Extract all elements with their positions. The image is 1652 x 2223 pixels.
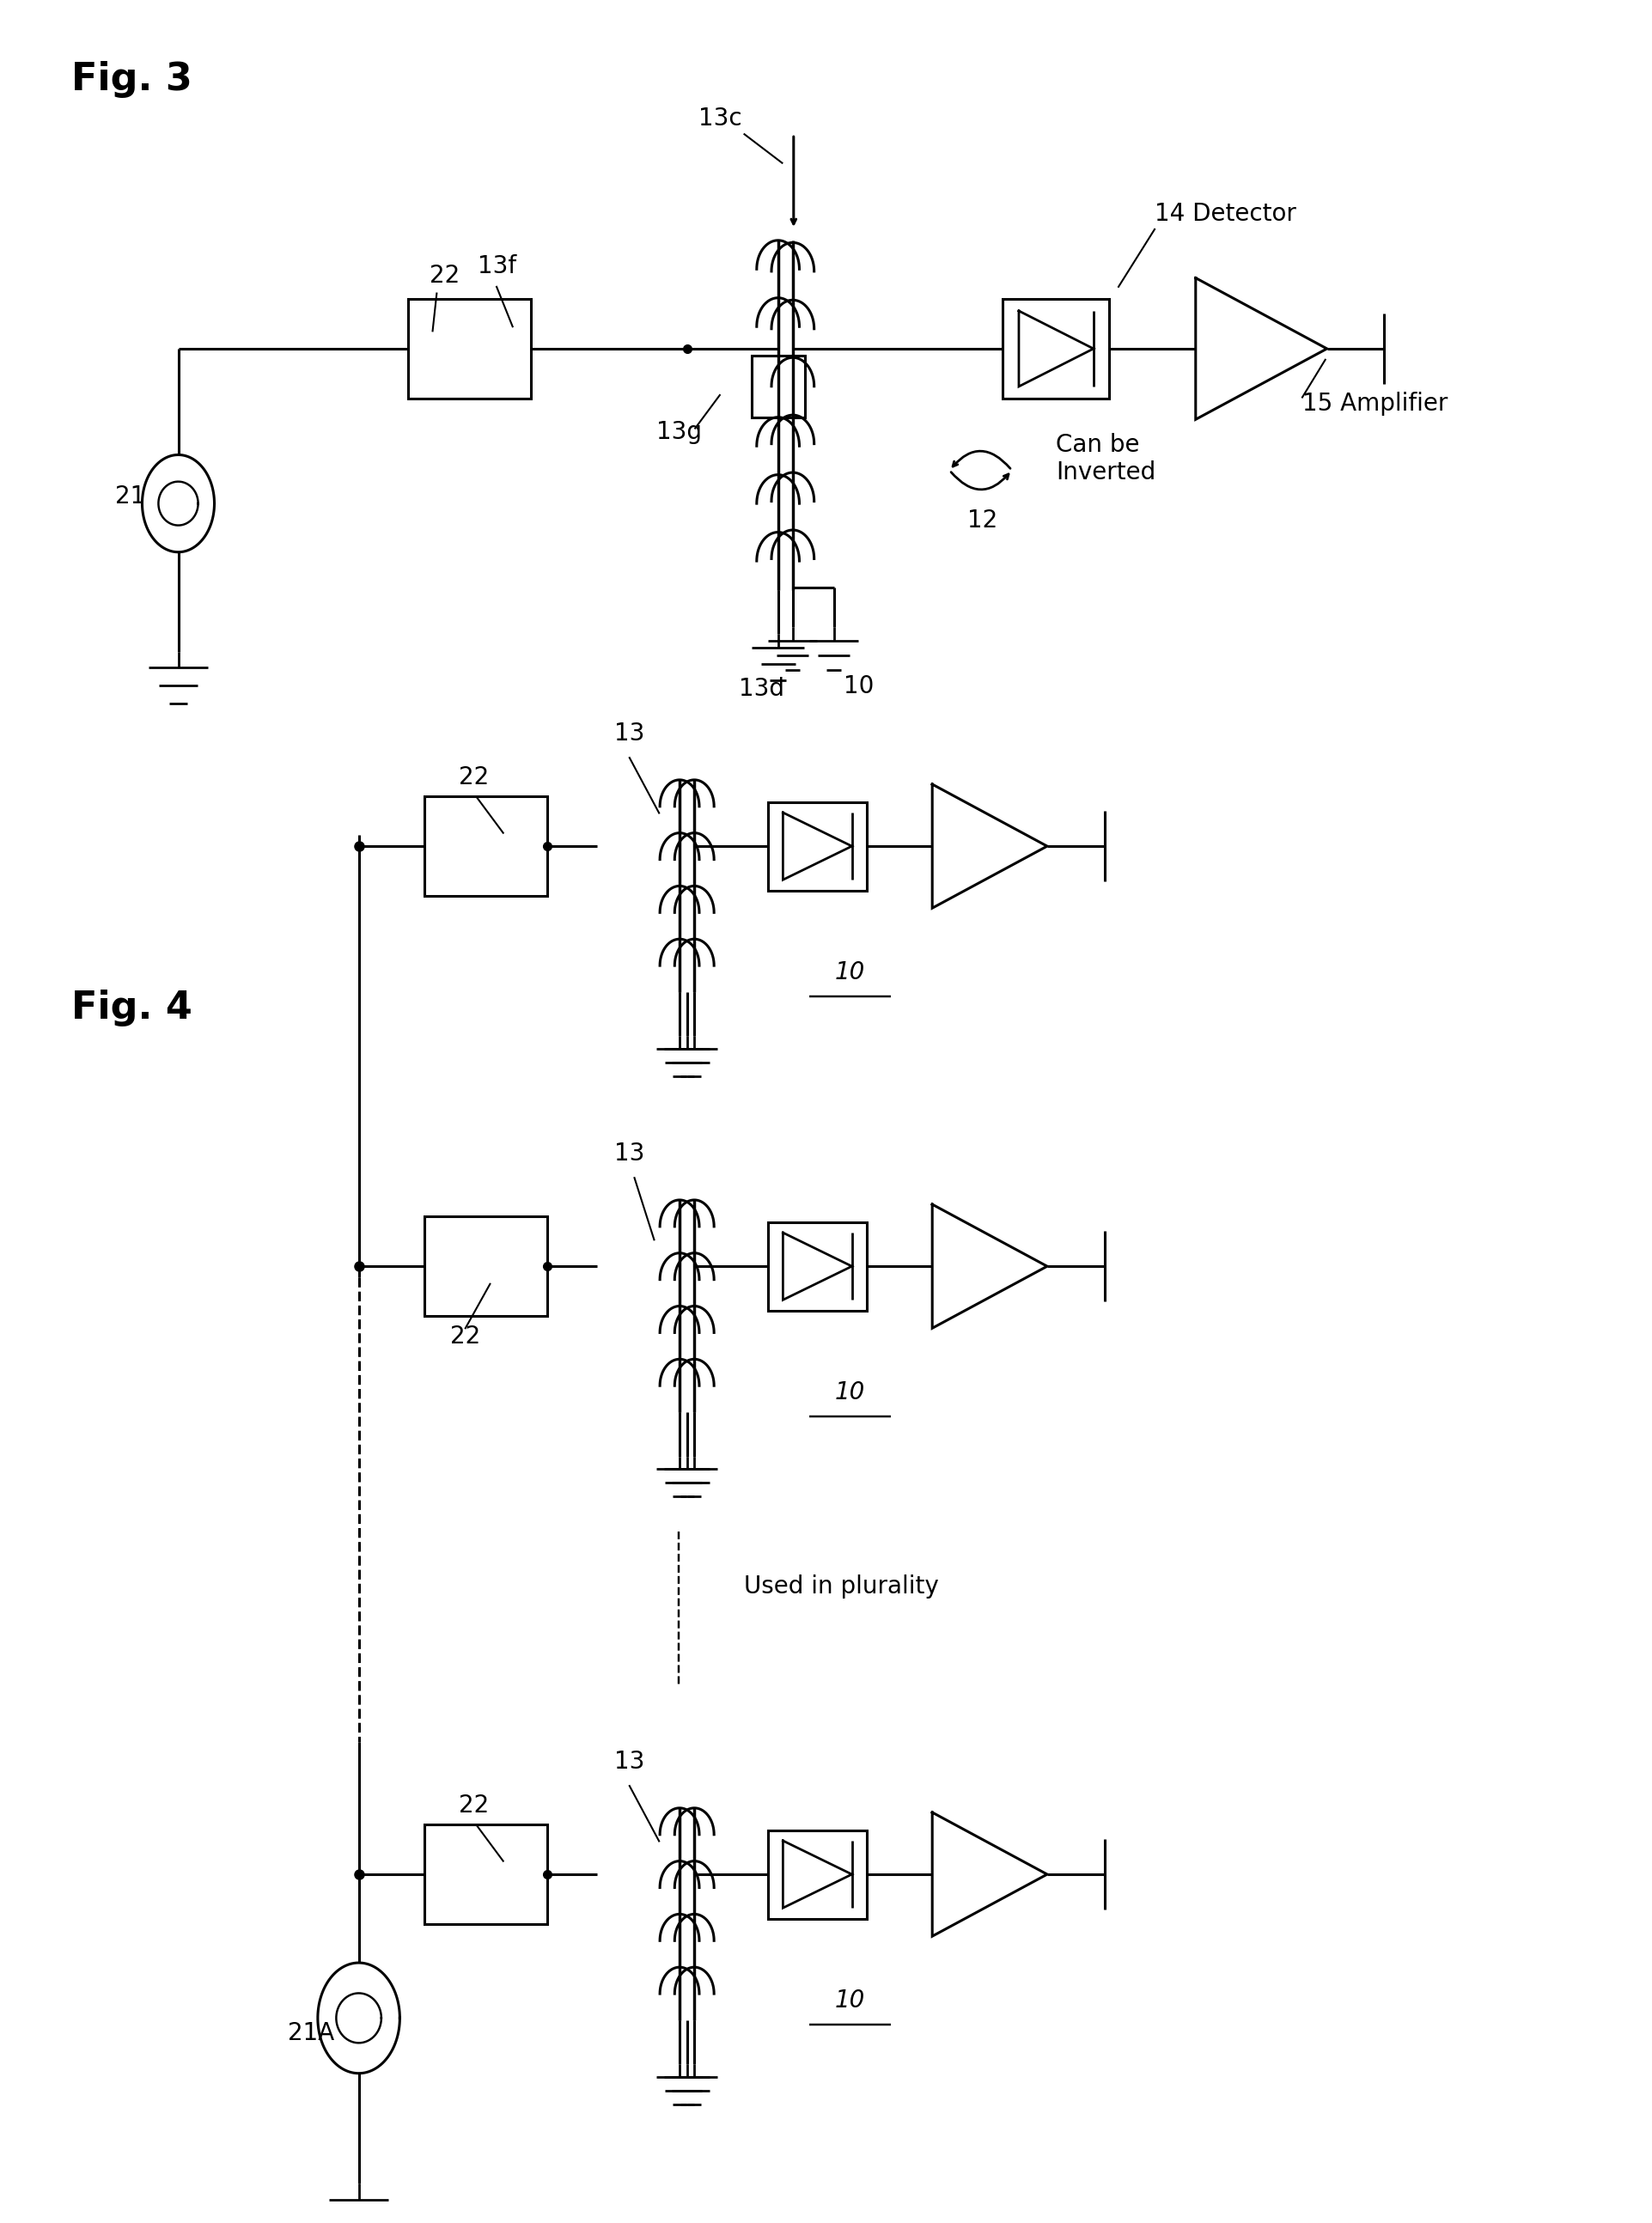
Text: 10: 10 bbox=[834, 960, 866, 985]
Bar bbox=[768, 1830, 866, 1918]
Bar bbox=[768, 803, 866, 891]
Text: 13c: 13c bbox=[697, 107, 742, 131]
Text: 22: 22 bbox=[449, 1325, 481, 1349]
Bar bbox=[768, 1223, 866, 1312]
Text: 15 Amplifier: 15 Amplifier bbox=[1302, 391, 1447, 416]
Text: 13: 13 bbox=[615, 720, 644, 745]
Text: 21: 21 bbox=[116, 485, 145, 509]
Text: 10: 10 bbox=[843, 676, 874, 698]
Bar bbox=[1003, 298, 1108, 398]
Text: Fig. 4: Fig. 4 bbox=[71, 989, 193, 1027]
Text: 22: 22 bbox=[458, 1794, 489, 1818]
Text: 10: 10 bbox=[834, 1987, 866, 2012]
Text: 22: 22 bbox=[430, 265, 459, 287]
Text: 13g: 13g bbox=[656, 420, 700, 445]
Text: 21A: 21A bbox=[287, 2021, 334, 2045]
Text: 12: 12 bbox=[966, 509, 996, 534]
Text: 13: 13 bbox=[615, 1750, 644, 1774]
Bar bbox=[752, 356, 805, 418]
Bar bbox=[408, 298, 530, 398]
Text: 10: 10 bbox=[834, 1380, 866, 1405]
Text: Fig. 3: Fig. 3 bbox=[71, 62, 192, 98]
Text: 13: 13 bbox=[615, 1140, 644, 1165]
Text: 13f: 13f bbox=[477, 256, 515, 278]
Bar bbox=[425, 1216, 547, 1316]
Text: 14 Detector: 14 Detector bbox=[1155, 202, 1295, 225]
Text: 22: 22 bbox=[458, 765, 489, 789]
Bar bbox=[425, 796, 547, 896]
Bar bbox=[425, 1825, 547, 1925]
Text: Can be
Inverted: Can be Inverted bbox=[1056, 433, 1155, 485]
Text: Used in plurality: Used in plurality bbox=[743, 1574, 938, 1598]
Text: 13d: 13d bbox=[738, 678, 785, 700]
